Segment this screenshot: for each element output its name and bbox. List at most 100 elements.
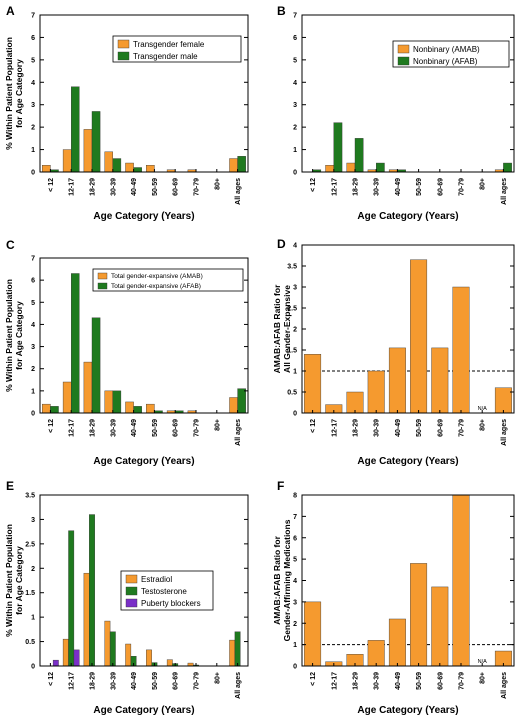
- x-tick-label: 60-69: [173, 672, 180, 690]
- legend-label: Nonbinary (AMAB): [413, 45, 480, 54]
- bar-estradiol-5: [146, 649, 152, 667]
- x-axis-label: Age Category (Years): [93, 456, 194, 467]
- bar-ratio-5: [410, 259, 428, 414]
- bar-total-gender-expansive-afab--4: [133, 406, 142, 414]
- x-axis-label: Age Category (Years): [93, 211, 194, 222]
- y-tick-label: 0.5: [287, 390, 297, 397]
- x-tick-label: 70-79: [459, 672, 466, 690]
- x-axis-label: Age Category (Years): [357, 705, 458, 716]
- chart-panel-e: E 0 0.5 1 1.5 2 2.5 3 3.5 < 12 12-17 18-29 30-39 40-4…: [4, 479, 249, 716]
- y-axis-label: % Within Patient Population: [4, 37, 14, 150]
- bar-nonbinary-afab--3: [376, 162, 385, 173]
- y-tick-label: 3: [293, 102, 297, 109]
- y-tick-label: 7: [293, 13, 297, 20]
- y-tick-label: 0: [31, 664, 35, 671]
- x-tick-label: 60-69: [437, 672, 444, 690]
- bar-total-gender-expansive-amab--2: [83, 361, 93, 414]
- bar-total-gender-expansive-afab--2: [91, 317, 101, 414]
- x-axis-label: Age Category (Years): [357, 456, 458, 467]
- bar-ratio-5: [410, 563, 428, 667]
- bar-ratio-4: [388, 618, 406, 667]
- chart-panel-b: B 0 1 2 3 4 5 6 7 < 12 12-17 18-29 30-39 40-49 50-59 60…: [277, 4, 515, 222]
- chart-panel-f: F N/A 0 1 2 3 4 5 6 7 8 < 12 12-17 18-29 30-39 40-49 50-…: [272, 479, 515, 716]
- bar-transgender-male-4: [133, 167, 142, 173]
- x-axis-label: Age Category (Years): [357, 211, 458, 222]
- x-tick-label: 60-69: [437, 178, 444, 196]
- x-tick-label: 18-29: [353, 419, 360, 437]
- bar-total-gender-expansive-amab--9: [229, 397, 238, 414]
- y-tick-label: 2: [31, 125, 35, 132]
- legend-label: Total gender-expansive (AFAB): [111, 283, 201, 290]
- bar-testosterone-2: [89, 514, 95, 667]
- y-tick-label: 1.5: [287, 348, 297, 355]
- legend: Transgender female Transgender male: [112, 35, 242, 63]
- legend-box: [92, 268, 244, 292]
- y-axis-label: AMAB:AFAB Ratio for: [272, 535, 282, 624]
- x-tick-label: 50-59: [416, 419, 423, 437]
- x-tick-label: 40-49: [131, 672, 138, 690]
- bar-transgender-male-1: [70, 86, 80, 173]
- panel-letter: F: [277, 479, 284, 493]
- bar-total-gender-expansive-amab--3: [104, 390, 114, 414]
- bar-transgender-male-2: [91, 111, 101, 173]
- chart-panel-c: C 0 1 2 3 4 5 6 7 < 12 12-17 18-29 30-39 40-49 50-59 60…: [4, 238, 249, 467]
- legend-label: Transgender male: [133, 52, 198, 61]
- x-tick-label: 18-29: [90, 419, 97, 437]
- y-tick-label: 4: [293, 80, 297, 87]
- y-tick-label: 4: [293, 243, 297, 250]
- x-tick-label: < 12: [48, 178, 55, 192]
- y-tick-label: 1: [31, 615, 35, 622]
- panel-letter: D: [277, 237, 286, 251]
- x-tick-label: 50-59: [152, 672, 159, 690]
- y-tick-label: 3: [293, 599, 297, 606]
- y-tick-label: 4: [31, 80, 35, 87]
- bar-nonbinary-afab--1: [333, 122, 343, 173]
- y-axis-label: for Age Category: [14, 546, 24, 615]
- x-tick-label: 18-29: [90, 178, 97, 196]
- panel-letter: C: [6, 238, 15, 252]
- y-tick-label: 5: [293, 57, 297, 64]
- bar-transgender-female-9: [229, 158, 238, 173]
- x-tick-label: < 12: [48, 672, 55, 686]
- bar-total-gender-expansive-afab--1: [70, 273, 80, 414]
- x-tick-label: 18-29: [90, 672, 97, 690]
- plot-frame: [39, 494, 249, 667]
- legend-label: Total gender-expansive (AMAB): [111, 273, 203, 280]
- y-tick-label: 8: [293, 493, 297, 500]
- bar-puberty-blockers-0: [52, 659, 59, 667]
- x-tick-label: 30-39: [110, 178, 117, 196]
- x-tick-label: 40-49: [131, 178, 138, 196]
- bar-ratio-9: [494, 387, 512, 414]
- legend-swatch: [117, 39, 130, 49]
- y-tick-label: 2: [31, 566, 35, 573]
- y-tick-label: 5: [293, 557, 297, 564]
- legend-swatch: [97, 282, 108, 290]
- y-tick-label: 2: [293, 327, 297, 334]
- y-tick-label: 2: [31, 366, 35, 373]
- legend-swatch: [397, 44, 410, 54]
- x-tick-label: 50-59: [152, 178, 159, 196]
- x-tick-label: 30-39: [110, 419, 117, 437]
- x-tick-label: 70-79: [194, 178, 201, 196]
- x-tick-label: 80+: [214, 419, 221, 431]
- legend: Total gender-expansive (AMAB) Total gende…: [92, 268, 244, 292]
- bar-total-gender-expansive-amab--0: [42, 403, 51, 414]
- x-tick-label: 60-69: [173, 178, 180, 196]
- x-tick-label: All ages: [235, 419, 242, 446]
- bar-testosterone-3: [109, 631, 116, 667]
- x-tick-label: 70-79: [194, 419, 201, 437]
- bar-total-gender-expansive-afab--0: [50, 406, 59, 414]
- y-tick-label: 2: [293, 125, 297, 132]
- y-axis-label: All Gender-Expansive: [282, 285, 292, 373]
- x-tick-label: 80+: [480, 672, 487, 684]
- x-tick-label: 50-59: [152, 419, 159, 437]
- legend-label: Transgender female: [133, 40, 205, 49]
- bar-total-gender-expansive-amab--4: [125, 401, 134, 414]
- x-tick-label: < 12: [310, 672, 317, 686]
- bar-testosterone-9: [234, 631, 241, 667]
- bar-ratio-7: [452, 494, 470, 667]
- plot-frame: [301, 494, 515, 667]
- bar-transgender-female-3: [104, 151, 114, 173]
- x-tick-label: 70-79: [459, 419, 466, 437]
- x-tick-label: 30-39: [374, 178, 381, 196]
